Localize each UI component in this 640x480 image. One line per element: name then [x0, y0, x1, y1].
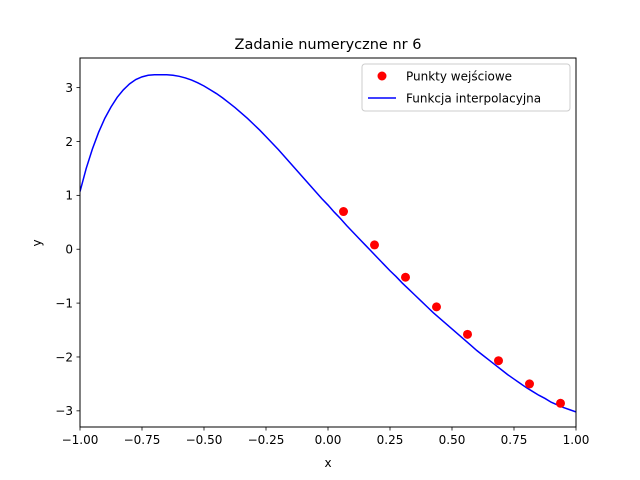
x-tick-label: 1.00 — [563, 433, 590, 447]
input-point — [370, 240, 379, 250]
plot-area — [80, 73, 576, 413]
x-tick-label: 0.25 — [377, 433, 404, 447]
x-axis-label: x — [324, 456, 331, 470]
legend-label-line: Funkcja interpolacyjna — [406, 92, 541, 106]
input-point — [401, 272, 410, 282]
x-tick-label: −0.25 — [248, 433, 285, 447]
plot-frame — [79, 57, 577, 428]
x-tick-label: 0.75 — [501, 433, 528, 447]
x-tick-label: 0.00 — [315, 433, 342, 447]
y-tick-label: 3 — [65, 81, 73, 95]
x-tick-label: 0.50 — [439, 433, 466, 447]
x-tick-label: −0.75 — [124, 433, 161, 447]
x-tick-label: −1.00 — [62, 433, 99, 447]
y-tick-label: −3 — [55, 404, 73, 418]
input-point — [339, 207, 348, 217]
y-tick-label: −2 — [55, 350, 73, 364]
legend: Punkty wejściowe Funkcja interpolacyjna — [361, 63, 571, 112]
input-point — [556, 398, 565, 408]
legend-marker-scatter — [377, 71, 387, 81]
axes-ticks: −1.00 −0.75 −0.50 −0.25 0.00 0.25 0.50 0.75 1.00… — [55, 81, 589, 447]
input-point — [432, 302, 441, 312]
y-tick-label: −1 — [55, 296, 73, 310]
interpolation-line — [80, 73, 576, 413]
y-tick-label: 0 — [65, 243, 73, 257]
x-tick-label: −0.50 — [186, 433, 223, 447]
y-axis-label: y — [30, 239, 44, 246]
y-tick-label: 1 — [65, 189, 73, 203]
input-point — [463, 329, 472, 339]
y-tick-label: 2 — [65, 135, 73, 149]
legend-label-scatter: Punkty wejściowe — [406, 70, 512, 84]
chart-title: Zadanie numeryczne nr 6 — [235, 37, 422, 53]
input-point — [525, 379, 534, 389]
legend-box — [361, 63, 571, 112]
input-point — [494, 356, 503, 366]
